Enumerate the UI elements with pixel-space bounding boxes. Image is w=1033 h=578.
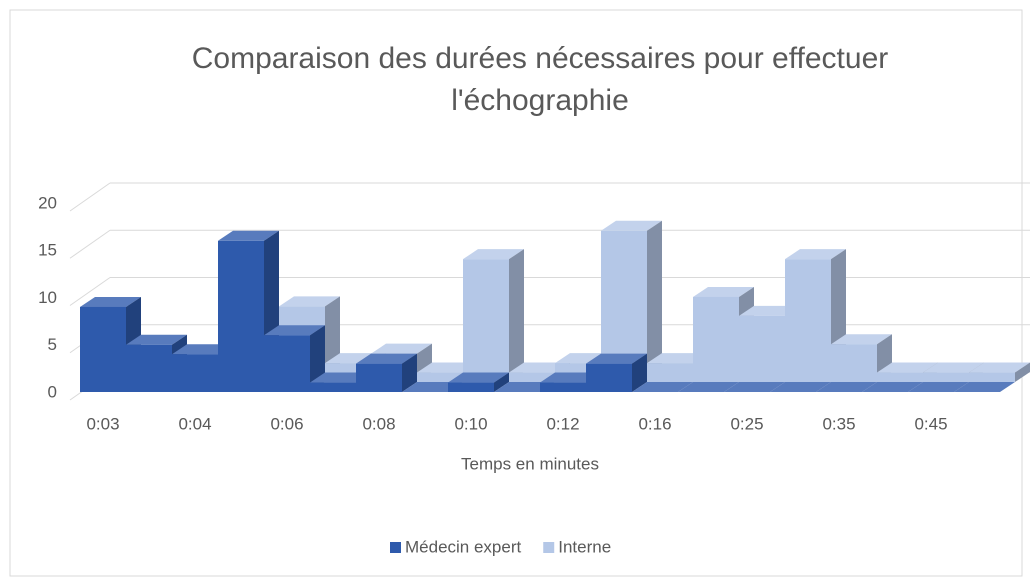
series-front [80,230,1015,392]
bar-top [739,305,800,316]
x-tick-label: 0:45 [914,414,947,433]
grid-line-side [69,277,111,306]
bar [693,296,739,382]
bar-side [1015,362,1030,382]
bar [540,382,586,392]
bar [509,372,555,382]
x-tick-label: 0:04 [178,414,211,433]
bar [647,363,693,382]
x-tick-label: 0:25 [730,414,763,433]
bar-top [509,362,570,373]
bar-top [448,372,509,383]
y-tick-label: 20 [38,193,57,212]
bar [218,240,264,392]
bar-top [877,362,938,373]
bar-side [632,353,647,392]
bar [831,344,877,382]
bar-top [417,362,478,373]
bar [126,344,172,392]
bar-top [831,334,892,345]
bar-top [540,372,601,383]
bar-top [770,382,831,392]
x-tick-label: 0:12 [546,414,579,433]
bar-top [678,382,739,392]
y-tick-label: 10 [38,288,57,307]
bar [310,382,356,392]
bar-side [647,220,662,382]
bar-top [218,230,279,241]
bar-top [632,382,693,392]
bar-top [264,325,325,336]
bar-side [402,353,417,392]
bar [448,382,494,392]
x-tick-label: 0:03 [86,414,119,433]
x-tick-label: 0:10 [454,414,487,433]
bar-side [509,249,524,382]
legend-label: Médecin expert [405,537,522,556]
x-tick-label: 0:06 [270,414,303,433]
grid-line-side [69,182,111,212]
bar [463,259,509,382]
bar [356,363,402,392]
bar-top [402,382,463,392]
x-tick-label: 0:16 [638,414,671,433]
x-tick-label: 0:08 [362,414,395,433]
bar-top [172,344,233,355]
bar [80,306,126,392]
bar [785,259,831,382]
grid-line-side [69,229,111,259]
chart-title: Comparaison des durées nécessaires pour … [191,42,889,117]
legend-swatch [543,542,555,553]
legend-swatch [390,542,401,553]
bar-top [586,353,647,364]
bar [586,363,632,392]
bar-top [371,343,432,354]
x-tick-label: 0:35 [822,414,855,433]
bar-top [954,382,1015,392]
chart-border [9,9,1023,577]
bar [172,354,218,392]
bar-top [356,353,417,364]
bar-top [969,362,1030,373]
y-tick-label: 15 [38,241,57,260]
bar-top [310,372,371,383]
bar-top [724,382,785,392]
x-axis-title: Temps en minutes [461,454,599,473]
bar [923,372,969,382]
bar [739,315,785,382]
bar-top [923,362,984,373]
y-tick-label: 0 [48,382,57,401]
legend-label: Interne [558,537,611,556]
bar-top [494,382,555,392]
bar-top [693,286,754,297]
bar [877,372,923,382]
bar-top [785,249,846,260]
bar-side [494,372,509,392]
bar-top [601,220,662,231]
bar [417,372,463,382]
y-tick-label: 5 [48,335,57,354]
bar-top [862,382,923,392]
bar-top [80,296,141,307]
bar-top [126,334,187,345]
bar [969,372,1015,382]
bar-top [816,382,877,392]
bar [264,335,310,392]
bar-top [647,353,708,364]
bar-top [463,249,524,260]
bar-top [908,382,969,392]
bar-top [279,296,340,307]
